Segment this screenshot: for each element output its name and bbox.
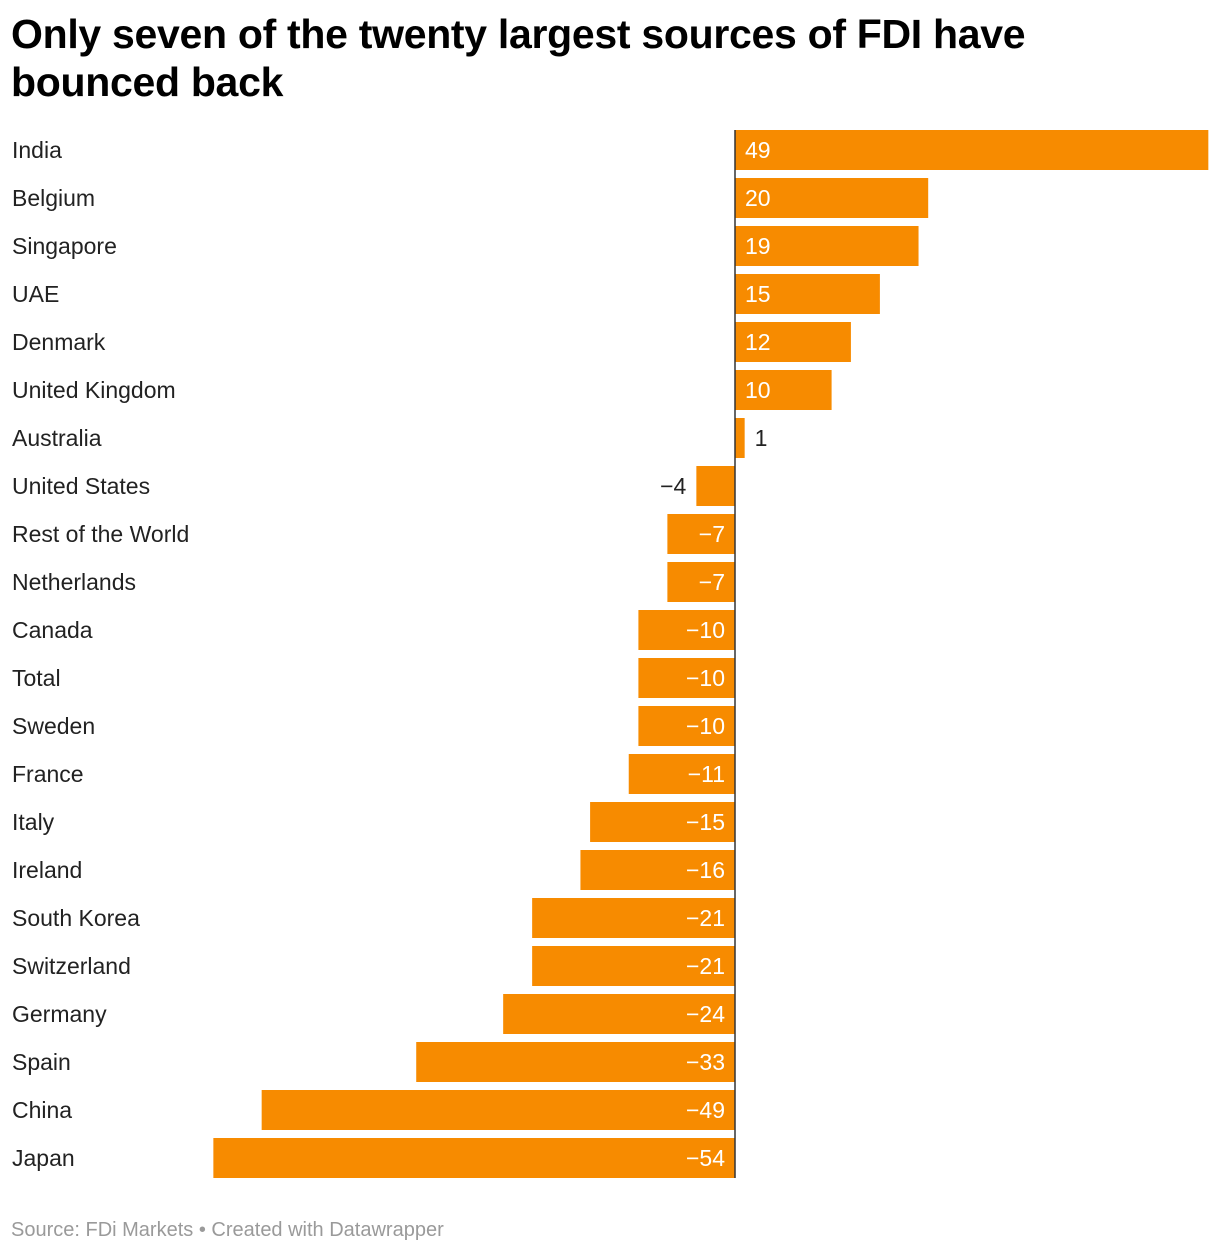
category-label: Netherlands (12, 569, 136, 595)
value-label: −10 (686, 617, 725, 643)
bar (590, 802, 735, 842)
value-label: 20 (745, 185, 771, 211)
category-label: Denmark (12, 329, 106, 355)
bar (735, 370, 832, 410)
category-label: Total (12, 665, 61, 691)
category-label: Switzerland (12, 953, 131, 979)
value-label: 19 (745, 233, 771, 259)
bar (416, 1042, 735, 1082)
bar (628, 754, 735, 794)
value-label: 15 (745, 281, 771, 307)
bar (532, 898, 735, 938)
value-label: −10 (686, 713, 725, 739)
footer-separator: • (198, 1219, 206, 1241)
value-label: −49 (686, 1097, 725, 1123)
bar-chart: India 49 Belgium 20 Singapore 19 UAE 15 Denmark 1… (12, 130, 1209, 1178)
bar (735, 130, 1209, 170)
bar (696, 466, 735, 506)
bar (638, 706, 735, 746)
category-label: Japan (12, 1145, 75, 1171)
bar (667, 514, 735, 554)
category-label: Spain (12, 1049, 71, 1075)
chart-title: Only seven of the twenty largest sources… (11, 11, 1026, 105)
category-label: Germany (12, 1001, 107, 1027)
bar (532, 946, 735, 986)
category-label: South Korea (12, 905, 140, 931)
value-label: −7 (699, 569, 725, 595)
value-label: 12 (745, 329, 771, 355)
category-label: India (12, 137, 62, 163)
category-label: UAE (12, 281, 59, 307)
value-label: −11 (688, 761, 725, 787)
category-label: Sweden (12, 713, 95, 739)
bar (213, 1138, 736, 1178)
value-label: −15 (686, 809, 725, 835)
bar (735, 322, 851, 362)
bar (503, 994, 735, 1034)
value-label: −10 (686, 665, 725, 691)
bar (580, 850, 735, 890)
value-label: −7 (699, 521, 725, 547)
category-label: France (12, 761, 84, 787)
value-label: −4 (660, 473, 686, 499)
value-label: −16 (686, 857, 725, 883)
value-label: −33 (686, 1049, 725, 1075)
category-label: Italy (12, 809, 55, 835)
value-label: 49 (745, 137, 771, 163)
bar (735, 226, 919, 266)
source-footer: Source: FDi Markets • Created with Dataw… (11, 1219, 444, 1242)
category-label: United Kingdom (12, 377, 176, 403)
value-label: −21 (686, 953, 725, 979)
category-label: Australia (12, 425, 102, 451)
bar (261, 1090, 735, 1130)
bar (638, 658, 735, 698)
category-label: Singapore (12, 233, 117, 259)
category-label: Canada (12, 617, 93, 643)
value-label: −21 (686, 905, 725, 931)
source-text: Source: FDi Markets (11, 1219, 194, 1241)
category-label: United States (12, 473, 150, 499)
value-label: 1 (755, 425, 768, 451)
category-label: China (12, 1097, 72, 1123)
value-label: −24 (686, 1001, 725, 1027)
category-label: Ireland (12, 857, 82, 883)
credit-text: Created with Datawrapper (211, 1219, 444, 1241)
bar (735, 274, 880, 314)
value-label: 10 (745, 377, 771, 403)
value-label: −54 (686, 1145, 725, 1171)
bar (667, 562, 735, 602)
category-label: Belgium (12, 185, 95, 211)
category-label: Rest of the World (12, 521, 189, 547)
bar (638, 610, 735, 650)
bar (735, 418, 745, 458)
bar (735, 178, 929, 218)
